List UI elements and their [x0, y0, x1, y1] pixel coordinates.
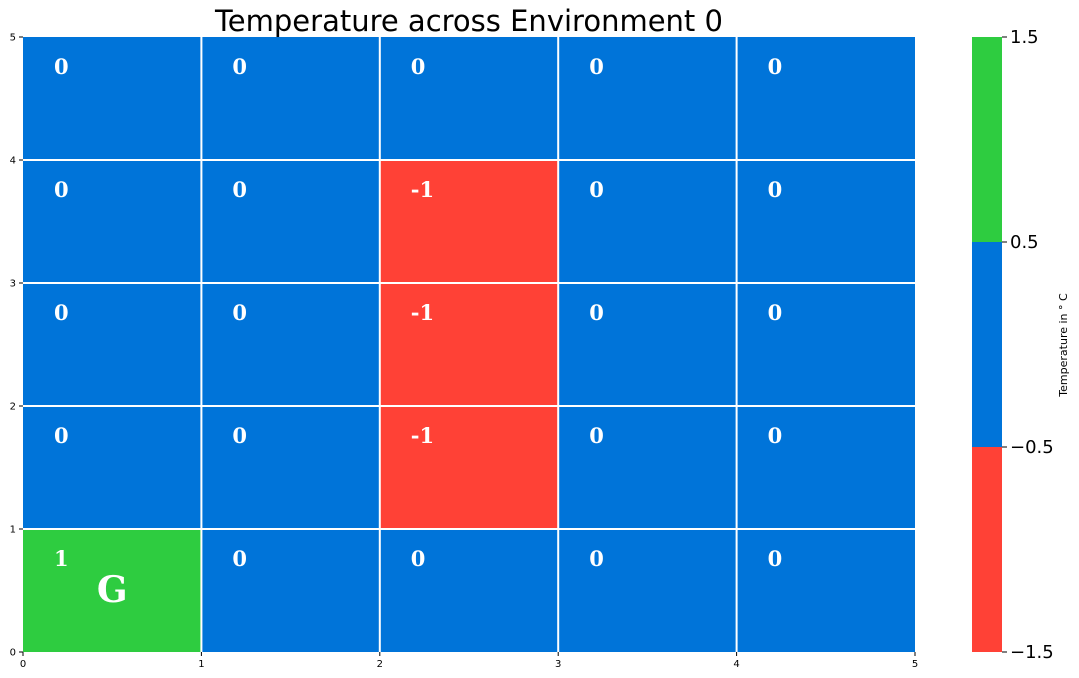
heatmap-cell	[23, 283, 202, 406]
heatmap-cell	[201, 406, 380, 529]
heatmap-cell	[558, 529, 737, 652]
colorbar-label: Temperature in ° C	[1057, 293, 1070, 398]
cell-value-label: 0	[411, 546, 426, 571]
y-tick-label: 4	[10, 156, 16, 167]
cell-value-label: 0	[589, 423, 604, 448]
heatmap-cell	[379, 37, 559, 160]
cell-value-label: 0	[589, 300, 604, 325]
cell-value-label: 0	[768, 300, 783, 325]
cell-value-label: 0	[589, 54, 604, 79]
x-tick-label: 5	[912, 659, 918, 670]
x-tick-label: 1	[198, 659, 204, 670]
cell-value-label: 0	[54, 300, 69, 325]
cell-labels: 0 0 0 0 0 0 0 -1 0 0 0 0 -1 0 0 0 0 -1 0 0 1 0 0 0 0 G	[54, 54, 782, 611]
cell-value-label: -1	[411, 300, 434, 325]
chart-title: Temperature across Environment 0	[214, 4, 723, 38]
heatmap-cell	[201, 37, 380, 160]
heatmap-cell	[558, 406, 737, 529]
cell-value-label: 0	[232, 423, 247, 448]
heatmap-cell	[736, 283, 915, 406]
cell-value-label: 0	[411, 54, 426, 79]
colorbar-segment	[972, 242, 1002, 447]
y-tick-label: 5	[10, 33, 16, 44]
heatmap-cell	[736, 406, 915, 529]
heatmap-cell	[736, 160, 915, 283]
heatmap-cell	[23, 529, 202, 652]
y-tick-label: 0	[10, 648, 16, 659]
y-tick-label: 3	[10, 279, 16, 290]
cell-value-label: 0	[768, 546, 783, 571]
heatmap-cell	[736, 37, 915, 160]
goal-marker-label: G	[97, 569, 128, 611]
cell-value-label: 0	[589, 546, 604, 571]
cell-value-label: 0	[768, 54, 783, 79]
heatmap-cell	[23, 406, 202, 529]
grid-lines	[23, 37, 915, 652]
x-tick-label: 4	[733, 659, 739, 670]
colorbar-tick-label: 0.5	[1010, 232, 1039, 253]
heatmap-cell	[201, 283, 380, 406]
cell-value-label: -1	[411, 177, 434, 202]
y-tick-label: 1	[10, 525, 16, 536]
x-tick-label: 0	[20, 659, 26, 670]
axes: 0 1 2 3 4 5 0 1 2 3 4 5	[10, 33, 919, 671]
heatmap-cell	[558, 283, 737, 406]
cell-value-label: 0	[768, 423, 783, 448]
cell-value-label: 0	[232, 300, 247, 325]
heatmap-cell	[23, 160, 202, 283]
x-tick-label: 2	[377, 659, 383, 670]
y-tick-label: 2	[10, 402, 16, 413]
heatmap-cell	[23, 37, 202, 160]
colorbar-tick-label: 1.5	[1010, 27, 1039, 48]
colorbar-segment	[972, 447, 1002, 652]
heatmap-cell	[379, 529, 559, 652]
cell-value-label: 0	[54, 423, 69, 448]
heatmap-cell	[558, 160, 737, 283]
heatmap-cell	[558, 37, 737, 160]
cell-value-label: 1	[54, 546, 69, 571]
cell-value-label: 0	[589, 177, 604, 202]
heatmap-cells	[23, 37, 915, 652]
colorbar-segment	[972, 37, 1002, 242]
colorbar-tick-label: −1.5	[1010, 642, 1054, 663]
heatmap-cell	[201, 529, 380, 652]
heatmap-cell	[379, 406, 559, 529]
cell-value-label: 0	[54, 54, 69, 79]
heatmap-cell	[379, 283, 559, 406]
x-tick-label: 3	[555, 659, 561, 670]
heatmap-cell	[201, 160, 380, 283]
heatmap-cell	[736, 529, 915, 652]
cell-value-label: 0	[54, 177, 69, 202]
cell-value-label: 0	[232, 546, 247, 571]
heatmap-cell	[379, 160, 559, 283]
cell-value-label: 0	[232, 177, 247, 202]
cell-value-label: 0	[768, 177, 783, 202]
colorbar-tick-label: −0.5	[1010, 437, 1054, 458]
colorbar: −1.5 −0.5 0.5 1.5	[972, 27, 1054, 663]
cell-value-label: 0	[232, 54, 247, 79]
cell-value-label: -1	[411, 423, 434, 448]
